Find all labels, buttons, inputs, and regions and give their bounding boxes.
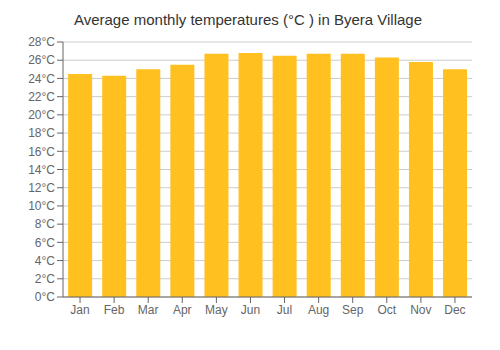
svg-text:Feb: Feb <box>104 303 125 317</box>
svg-text:6°C: 6°C <box>35 236 55 250</box>
svg-text:0°C: 0°C <box>35 290 55 304</box>
svg-text:Jul: Jul <box>277 303 292 317</box>
svg-text:Mar: Mar <box>138 303 159 317</box>
svg-text:20°C: 20°C <box>28 108 55 122</box>
svg-text:2°C: 2°C <box>35 272 55 286</box>
html-text:Average monthly temperatures (: Average monthly temperatures (°C ) in By… <box>73 11 422 28</box>
svg-text:14°C: 14°C <box>28 163 55 177</box>
svg-text:Jan: Jan <box>70 303 89 317</box>
svg-text:Apr: Apr <box>173 303 192 317</box>
svg-text:22°C: 22°C <box>28 90 55 104</box>
svg-text:Jun: Jun <box>241 303 260 317</box>
svg-text:Aug: Aug <box>308 303 329 317</box>
svg-text:8°C: 8°C <box>35 217 55 231</box>
svg-text:16°C: 16°C <box>28 145 55 159</box>
svg-text:18°C: 18°C <box>28 126 55 140</box>
svg-text:12°C: 12°C <box>28 181 55 195</box>
svg-text:10°C: 10°C <box>28 199 55 213</box>
svg-text:Nov: Nov <box>410 303 431 317</box>
svg-text:28°C: 28°C <box>28 35 55 49</box>
svg-text:Oct: Oct <box>377 303 396 317</box>
svg-text:May: May <box>205 303 228 317</box>
svg-text:Sep: Sep <box>342 303 364 317</box>
svg-text:24°C: 24°C <box>28 72 55 86</box>
svg-text:26°C: 26°C <box>28 53 55 67</box>
svg-text:4°C: 4°C <box>35 254 55 268</box>
svg-text:Dec: Dec <box>444 303 465 317</box>
